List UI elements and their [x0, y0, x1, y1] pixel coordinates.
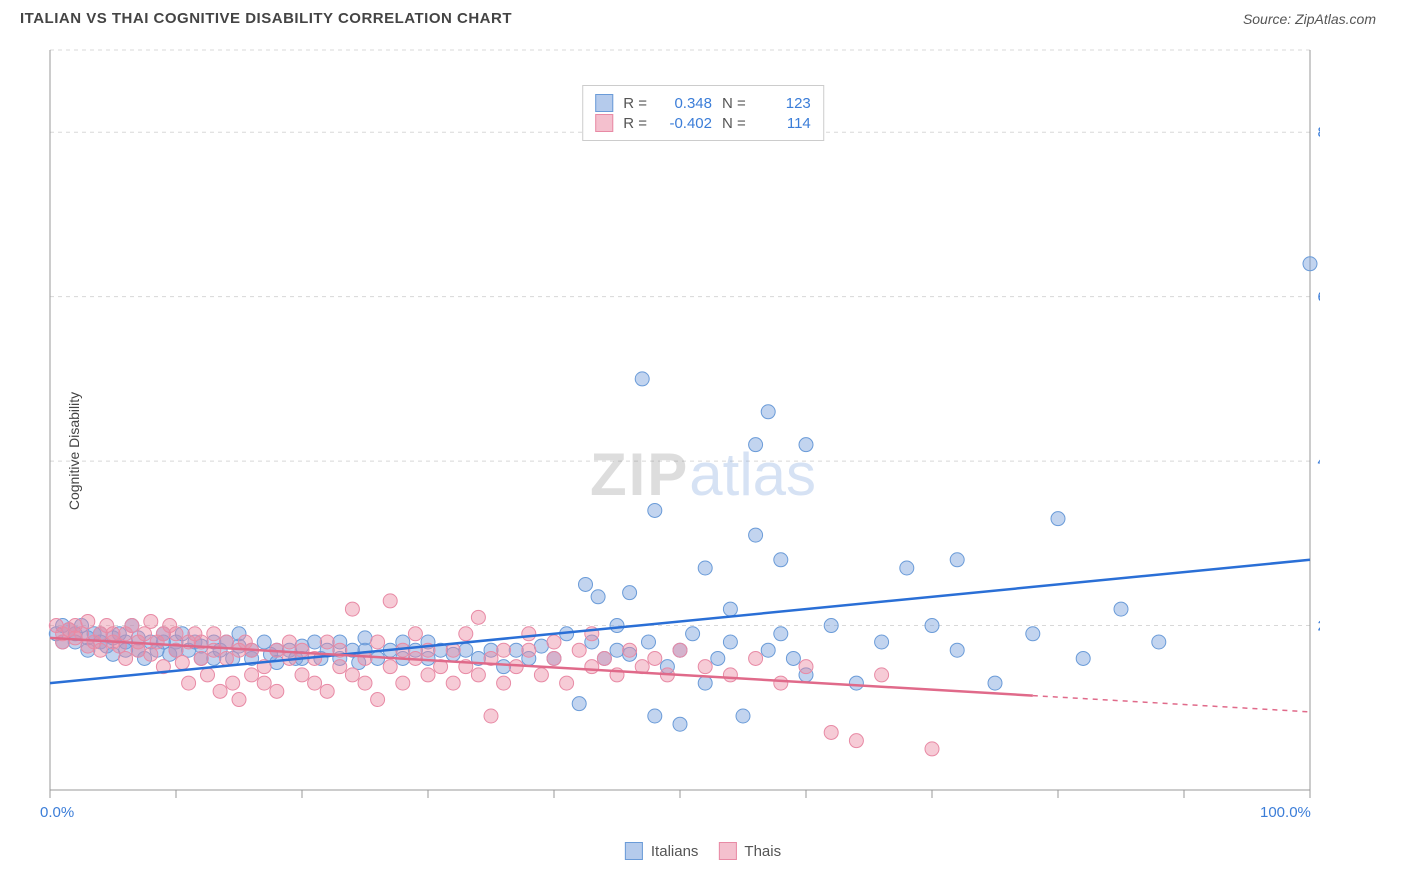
- y-axis-label: Cognitive Disability: [66, 392, 82, 510]
- series-legend: ItaliansThais: [625, 842, 781, 860]
- x-axis-max-label: 100.0%: [1260, 804, 1311, 821]
- scatter-plot: 20.0% 40.0% 60.0% 80.0%: [20, 40, 1320, 820]
- chart-container: Cognitive Disability 20.0% 40.0% 60.0% 80.0…: [20, 40, 1386, 862]
- svg-text:40.0%: 40.0%: [1317, 453, 1320, 470]
- chart-title: ITALIAN VS THAI COGNITIVE DISABILITY COR…: [20, 10, 512, 27]
- svg-text:20.0%: 20.0%: [1317, 618, 1320, 635]
- svg-text:80.0%: 80.0%: [1317, 124, 1320, 141]
- svg-text:60.0%: 60.0%: [1317, 289, 1320, 306]
- source-label: Source: ZipAtlas.com: [1243, 11, 1376, 27]
- correlation-legend: R =0.348 N =123 R =-0.402 N =114: [582, 85, 824, 141]
- x-axis-min-label: 0.0%: [40, 804, 74, 821]
